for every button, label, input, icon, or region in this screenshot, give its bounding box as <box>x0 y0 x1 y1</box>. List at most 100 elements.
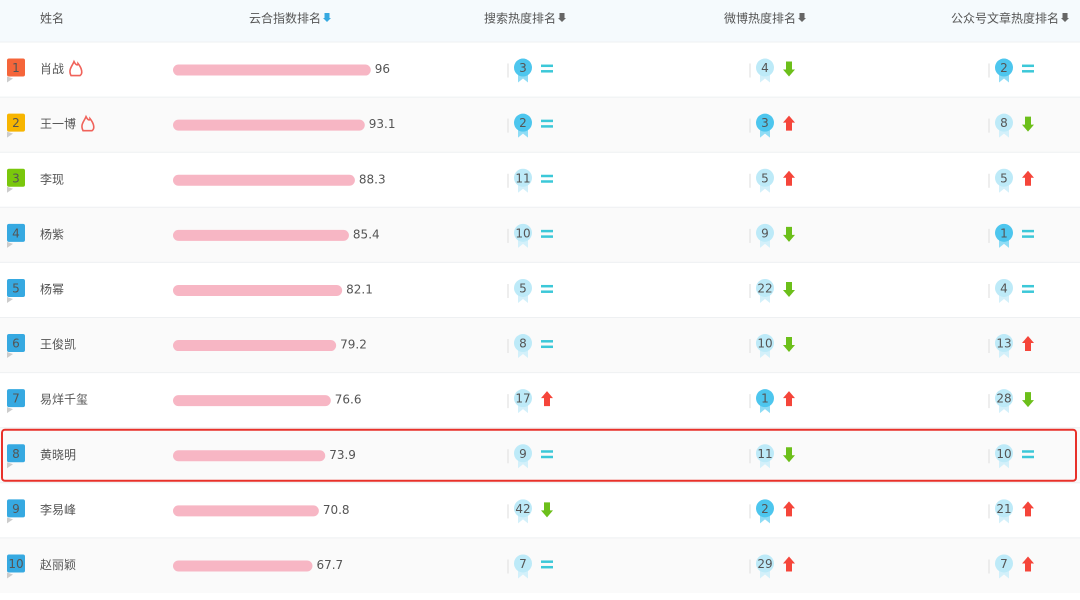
rank-number: 5 <box>1000 171 1008 185</box>
medal <box>756 223 774 242</box>
trend-same <box>1022 70 1034 73</box>
medal <box>995 223 1013 242</box>
score-bar <box>173 119 365 131</box>
rank-number: 11 <box>757 447 772 461</box>
rank-number: 28 <box>996 392 1011 406</box>
trend-same <box>1022 235 1034 238</box>
medal <box>995 389 1013 408</box>
score-bar <box>173 284 343 296</box>
rank-number: 7 <box>519 557 527 571</box>
rank-number: 29 <box>757 557 772 571</box>
medal <box>514 168 532 187</box>
rank-number: 5 <box>761 171 769 185</box>
rank-number: 10 <box>757 337 772 351</box>
rank-number: 10 <box>515 226 530 240</box>
rank-number: 8 <box>1000 116 1008 130</box>
trend-same <box>1022 455 1034 459</box>
rank-label: 10 <box>8 557 23 571</box>
score-bar <box>173 229 349 241</box>
sort-icon <box>1062 13 1068 18</box>
name: 赵丽颖 <box>40 558 76 572</box>
medal <box>756 113 774 132</box>
rank-number: 7 <box>1000 557 1008 571</box>
rank-number: 1 <box>1000 226 1008 240</box>
trend-up <box>1022 556 1034 572</box>
rank-number: 4 <box>761 61 769 75</box>
medal <box>995 168 1013 187</box>
score-bar <box>173 340 337 352</box>
trend-down <box>783 337 795 353</box>
trend-same <box>541 125 553 128</box>
trend-same <box>1022 229 1034 233</box>
rank-number: 3 <box>519 61 527 75</box>
medal <box>514 444 532 463</box>
column-header: 微博热度排名 <box>724 11 796 26</box>
medal <box>756 444 774 463</box>
trend-down <box>1022 116 1034 132</box>
rank-badge <box>7 58 25 77</box>
rank-number: 3 <box>761 116 769 130</box>
medal <box>995 554 1013 573</box>
medal <box>514 113 532 132</box>
rank-number: 5 <box>519 281 527 295</box>
row-bg <box>0 207 1080 263</box>
trend-same <box>541 455 553 459</box>
name: 杨幂 <box>40 281 64 296</box>
rank-number: 4 <box>1000 281 1008 295</box>
name: 肖战 <box>40 62 64 76</box>
medal <box>756 554 774 573</box>
trend-same <box>1022 450 1034 453</box>
rank-number: 10 <box>996 447 1011 461</box>
medal <box>756 334 774 353</box>
medal <box>995 58 1013 77</box>
rank-number: 13 <box>996 337 1011 351</box>
trend-up <box>783 115 795 131</box>
trend-same <box>1022 284 1034 288</box>
score-bar <box>173 505 319 517</box>
rank-badge <box>7 278 25 297</box>
medal <box>514 554 532 573</box>
rank-number: 21 <box>996 502 1011 516</box>
trend-same <box>1022 290 1034 293</box>
row-bg <box>0 97 1080 153</box>
medal <box>514 334 532 353</box>
row-bg <box>0 42 1080 98</box>
rank-badge <box>7 168 25 187</box>
trend-up <box>783 391 795 407</box>
trend-same <box>541 450 553 453</box>
badge-tail <box>7 76 13 83</box>
rank-number: 22 <box>757 281 772 295</box>
rank-label: 7 <box>12 392 20 406</box>
trend-up <box>783 170 795 186</box>
rank-number: 9 <box>761 226 769 240</box>
trend-up <box>1022 501 1034 517</box>
medal <box>756 58 774 77</box>
rank-badge <box>7 223 25 242</box>
medal <box>514 389 532 408</box>
rank-label: 6 <box>12 337 20 351</box>
trend-up <box>783 556 795 572</box>
score-bar <box>173 64 371 76</box>
trend-same <box>541 560 553 563</box>
hot-icon <box>81 114 95 132</box>
trend-down <box>783 447 795 463</box>
trend-same <box>541 290 553 293</box>
row-bg <box>0 537 1080 593</box>
row-bg <box>0 482 1080 538</box>
score-bar <box>173 395 331 407</box>
score-bar <box>173 174 355 186</box>
sort-icon <box>798 18 807 22</box>
rank-number: 9 <box>519 447 527 461</box>
score-value: 67.7 <box>316 558 343 572</box>
column-header: 搜索热度排名 <box>484 11 556 26</box>
medal <box>995 113 1013 132</box>
trend-same <box>541 180 553 183</box>
sort-icon <box>558 18 567 22</box>
medal <box>995 499 1013 518</box>
trend-up <box>541 391 553 407</box>
rank-badge <box>7 554 25 573</box>
row-bg <box>0 372 1080 428</box>
trend-up <box>783 501 795 517</box>
medal <box>514 223 532 242</box>
